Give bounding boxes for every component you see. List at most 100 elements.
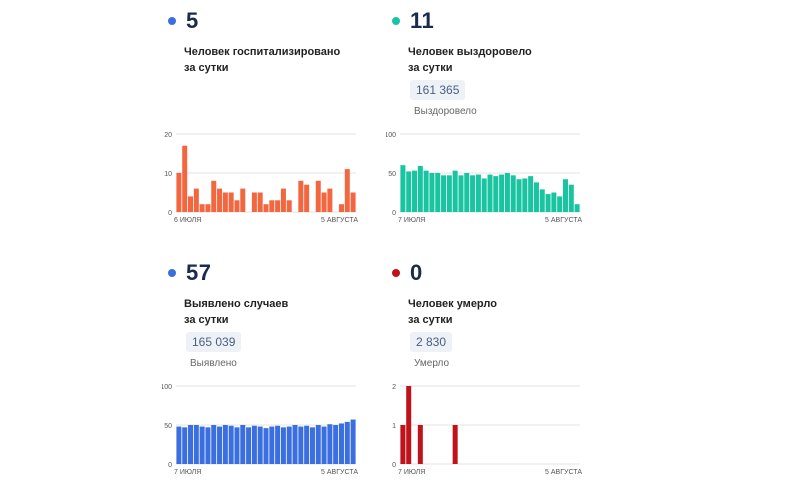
total-value: 165 039 [186,332,242,352]
bar [309,427,315,464]
bar [275,425,281,464]
x-start-label: 7 ИЮЛЯ [398,217,425,224]
hospitalized-chart: 0 10 20 6 ИЮЛЯ 5 АВГУСТА [164,132,358,224]
bar [446,175,452,212]
bar [286,200,292,212]
card-header: 0 [386,260,423,286]
x-end-label: 5 АВГУСТА [321,469,358,476]
bar [304,184,310,212]
bar [516,179,522,212]
card-description: Человек выздоровело за сутки [408,44,598,76]
x-end-label: 5 АВГУСТА [321,217,358,224]
bar [406,386,412,464]
card-header: 57 [162,260,211,286]
bar [522,178,528,212]
bar [400,165,406,212]
bar [429,173,435,212]
bar [504,173,510,212]
bar [269,426,275,464]
bar [199,204,205,212]
x-start-label: 7 ИЮЛЯ [174,469,201,476]
bar [211,180,217,212]
bar [557,196,563,212]
bar [315,425,321,464]
bar [222,192,228,212]
bar [417,425,423,464]
y-tick-label: 0 [168,462,172,469]
bar [327,188,333,212]
bar [292,425,298,464]
description-line1: Выявлено случаев [184,298,289,310]
bar [188,425,194,464]
description-line1: Человек выздоровело [408,46,532,58]
bar [228,192,234,212]
bar [574,204,580,212]
bar [458,175,464,212]
bar [350,419,356,464]
y-tick-label: 100 [386,132,396,139]
x-start-label: 6 ИЮЛЯ [174,217,201,224]
total-label: Умерло [414,358,450,369]
y-tick-label: 50 [388,171,396,178]
bar [562,179,568,212]
bar [338,423,344,464]
daily-number: 11 [410,8,435,33]
bar [298,426,304,464]
total-label: Выздоровело [414,106,477,117]
bar [286,426,292,464]
bar [280,427,286,464]
bar [417,165,423,212]
bar [475,174,481,212]
recovered-chart: 0 50 100 7 ИЮЛЯ 5 АВГУСТА [386,132,582,224]
bar [350,192,356,212]
bar [321,426,327,464]
bar [193,425,199,464]
bar [251,425,257,464]
bar [344,421,350,464]
bar [452,170,458,212]
bar [240,425,246,464]
hospitalized-card: 5 Человек госпитализировано за сутки 0 10… [162,8,382,233]
bar [481,178,487,212]
bar [176,426,182,464]
bar [327,424,333,464]
description-line1: Человек госпитализировано [184,46,341,58]
x-end-label: 5 АВГУСТА [545,469,582,476]
bar [412,170,418,212]
dot-icon [392,269,400,277]
bar [464,173,470,212]
description-line2: за сутки [184,62,229,74]
bar [275,200,281,212]
bar [234,427,240,464]
description-line2: за сутки [408,314,453,326]
description-line2: за сутки [184,314,229,326]
y-tick-label: 0 [392,462,396,469]
y-tick-label: 10 [164,171,172,178]
bar [400,425,406,464]
total-value: 2 830 [410,332,453,352]
daily-number: 0 [410,260,423,285]
bar [298,180,304,212]
y-tick-label: 0 [392,210,396,217]
bar [199,426,205,464]
bar [333,425,339,464]
bar [205,427,211,464]
bar [406,171,412,212]
bar [568,184,574,212]
bar [452,425,458,464]
y-tick-label: 2 [392,384,396,391]
y-tick-label: 100 [162,384,172,391]
dot-icon [168,17,176,25]
bar [493,176,499,212]
y-tick-label: 0 [168,210,172,217]
bar [257,192,263,212]
deaths-chart: 0 1 2 7 ИЮЛЯ 5 АВГУСТА [392,384,582,476]
bar [344,169,350,212]
description-line2: за сутки [408,62,453,74]
card-description: Человек госпитализировано за сутки [184,44,374,76]
y-tick-label: 50 [164,423,172,430]
y-tick-label: 20 [164,132,172,139]
deaths-card: 0 Человек умерло за сутки 2 830 Умерло 0… [386,260,606,480]
bar [263,204,269,212]
cases-card: 57 Выявлено случаев за сутки 165 039 Выя… [162,260,382,480]
